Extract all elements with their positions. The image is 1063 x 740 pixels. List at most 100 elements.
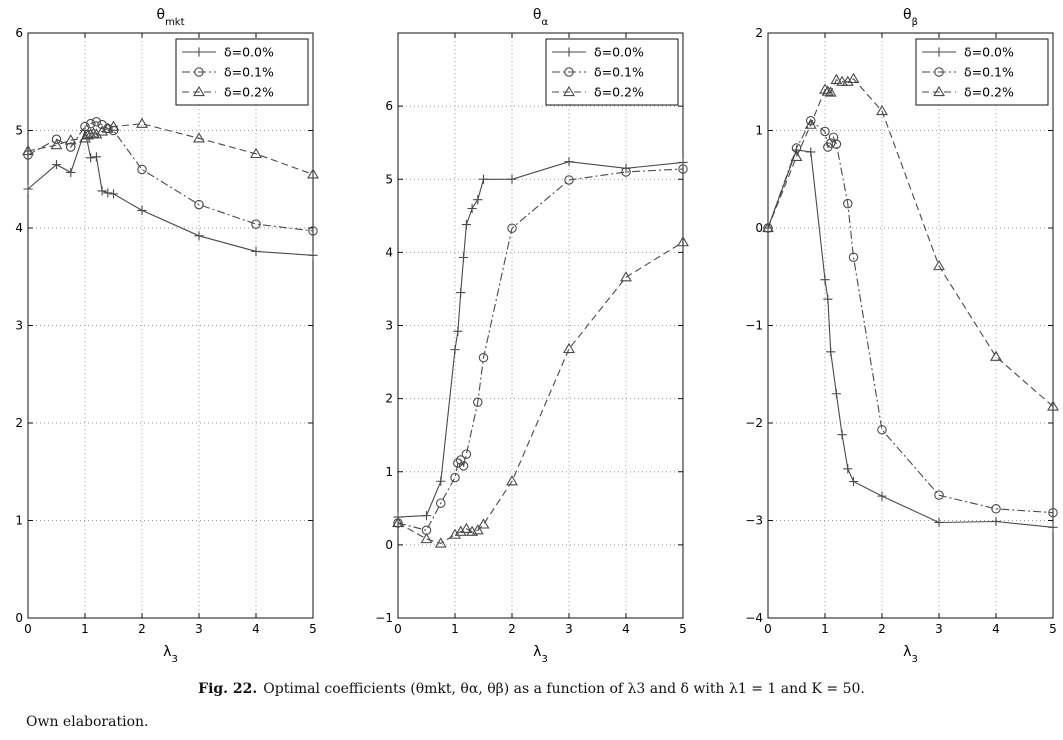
panel-title: θα [533, 7, 549, 28]
data-point [80, 121, 90, 132]
data-point [506, 475, 518, 486]
data-point [434, 537, 447, 548]
data-point [453, 458, 463, 468]
data-point [66, 167, 76, 178]
data-point [471, 524, 484, 535]
data-point [421, 511, 432, 521]
data-point [467, 203, 477, 214]
data-point [456, 287, 466, 298]
y-tick-label: 4 [15, 221, 23, 235]
data-point [678, 164, 688, 174]
legend-marker [933, 85, 945, 97]
legend-label: δ=0.2% [964, 85, 1014, 100]
y-tick-label: 0 [15, 611, 23, 625]
x-tick-label: 0 [394, 622, 402, 636]
series-2 [393, 164, 688, 535]
x-tick-label: 0 [24, 622, 32, 636]
data-point [87, 127, 100, 138]
source-note: Own elaboration. [26, 714, 149, 730]
x-tick-label: 2 [138, 622, 146, 636]
series-3 [762, 72, 1059, 411]
data-point [107, 120, 120, 131]
data-point [250, 147, 262, 159]
y-tick-label: 0 [755, 221, 763, 235]
figure-caption: Fig. 22. Optimal coefficients (θmkt, θα, … [0, 681, 1063, 697]
series-line [27, 121, 314, 232]
data-point [848, 476, 859, 487]
data-point [563, 342, 575, 354]
series-line [397, 161, 684, 518]
data-point [450, 345, 460, 355]
data-point [564, 175, 574, 185]
y-tick-label: 3 [15, 319, 23, 333]
data-point [461, 219, 471, 230]
legend: δ=0.0% δ=0.1% δ=0.2% [175, 38, 309, 106]
panel-title: θβ [903, 7, 918, 28]
data-point [991, 516, 1001, 527]
y-tick-label: −3 [745, 514, 763, 528]
data-point [790, 150, 803, 161]
data-point [477, 518, 490, 529]
data-point [91, 116, 102, 127]
legend-marker [194, 67, 204, 77]
data-point [194, 199, 204, 210]
data-point [458, 252, 469, 263]
series-3 [22, 117, 319, 179]
x-tick-label: 3 [935, 622, 943, 636]
data-point [108, 189, 119, 199]
y-tick-label: 4 [385, 245, 393, 259]
data-point [23, 184, 33, 194]
data-point [86, 153, 96, 163]
data-point [824, 86, 837, 97]
data-point [877, 491, 887, 501]
x-tick-label: 2 [878, 622, 886, 636]
data-point [990, 350, 1002, 361]
data-point [762, 221, 774, 233]
x-tick-label: 4 [622, 622, 630, 636]
data-point [103, 188, 113, 198]
data-point [453, 326, 463, 336]
series-line [767, 119, 1054, 514]
data-point [819, 83, 831, 94]
data-point [194, 231, 204, 241]
data-point [826, 347, 836, 357]
legend-marker [564, 47, 574, 57]
legend-label: δ=0.0% [594, 45, 644, 60]
data-point [820, 126, 830, 137]
y-tick-label: 0 [385, 538, 393, 552]
x-tick-label: 0 [764, 622, 772, 636]
y-tick-label: 1 [385, 465, 393, 479]
data-point [825, 138, 836, 148]
legend-label: δ=0.2% [594, 85, 644, 100]
data-point [307, 168, 319, 179]
data-point [836, 75, 849, 86]
legend-label: δ=0.0% [224, 45, 274, 60]
data-point [308, 250, 318, 260]
data-point [831, 389, 841, 399]
x-tick-label: 1 [821, 622, 829, 636]
data-point [436, 476, 446, 486]
data-point [473, 397, 483, 408]
data-point [85, 118, 96, 129]
data-point [934, 490, 944, 500]
data-point [876, 104, 888, 116]
data-point [64, 134, 77, 145]
data-point [460, 522, 473, 533]
y-tick-label: 5 [385, 172, 393, 186]
legend-marker [564, 67, 574, 77]
data-point [821, 85, 834, 96]
series-2 [23, 116, 318, 236]
x-tick-label: 1 [81, 622, 89, 636]
legend-marker [934, 67, 944, 77]
data-point [991, 504, 1001, 514]
data-point [449, 528, 461, 539]
x-tick-label: 2 [508, 622, 516, 636]
legend-marker [194, 47, 204, 57]
legend-label: δ=0.1% [964, 65, 1014, 80]
data-point [473, 195, 483, 205]
data-point [806, 147, 816, 157]
y-tick-label: 5 [15, 124, 23, 138]
data-point [22, 144, 34, 156]
x-tick-label: 5 [1049, 622, 1057, 636]
